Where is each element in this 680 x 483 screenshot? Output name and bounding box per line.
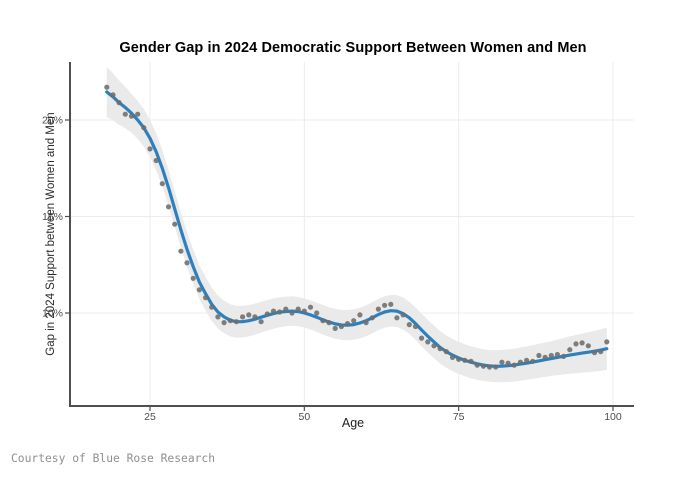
- scatter-point: [320, 318, 326, 324]
- scatter-point: [388, 301, 394, 307]
- scatter-point: [394, 315, 400, 321]
- scatter-point: [110, 92, 116, 98]
- scatter-point: [524, 357, 530, 363]
- y-tick-label: 20%: [42, 115, 63, 127]
- scatter-point: [579, 340, 585, 346]
- scatter-point: [172, 221, 178, 227]
- y-tick-label: 15%: [42, 211, 63, 223]
- scatter-point: [542, 354, 548, 360]
- scatter-point: [419, 335, 425, 341]
- scatter-point: [567, 347, 573, 353]
- scatter-point: [209, 304, 215, 310]
- scatter-point: [289, 310, 295, 316]
- scatter-point: [486, 364, 493, 370]
- scatter-point: [252, 314, 258, 320]
- scatter-point: [116, 100, 122, 106]
- scatter-point: [431, 343, 437, 349]
- scatter-point: [295, 306, 301, 312]
- scatter-point: [178, 248, 184, 254]
- scatter-point: [159, 181, 165, 187]
- confidence-band: [106, 66, 607, 383]
- scatter-point: [165, 204, 172, 210]
- scatter-point: [437, 346, 443, 352]
- scatter-point: [456, 356, 462, 362]
- scatter-point: [511, 362, 517, 368]
- x-tick-label: 100: [604, 411, 622, 423]
- scatter-point: [468, 358, 474, 364]
- y-axis-title: Gap in 2024 Support between Women and Me…: [45, 112, 57, 356]
- scatter-point: [221, 320, 227, 326]
- scatter-point: [307, 304, 314, 310]
- scatter-point: [301, 308, 307, 314]
- scatter-point: [153, 157, 159, 164]
- scatter-point: [425, 339, 431, 345]
- scatter-point: [215, 314, 221, 320]
- scatter-point: [128, 113, 135, 119]
- scatter-point: [449, 354, 456, 360]
- x-axis-title: Age: [341, 416, 365, 430]
- scatter-point: [530, 358, 536, 364]
- scatter-point: [283, 306, 289, 312]
- scatter-point: [536, 352, 542, 359]
- scatter-point: [369, 315, 375, 321]
- scatter-point: [462, 357, 468, 363]
- scatter-point: [147, 146, 153, 152]
- scatter-point: [264, 311, 270, 317]
- scatter-point: [141, 125, 147, 131]
- scatter-point: [375, 306, 381, 312]
- scatter-point: [493, 364, 499, 370]
- scatter-point: [338, 323, 344, 330]
- scatter-point: [277, 309, 283, 315]
- scatter-point: [314, 310, 320, 316]
- trend-line: [105, 90, 609, 368]
- scatter-point: [135, 111, 141, 117]
- x-tick-label: 75: [453, 411, 465, 423]
- scatter-point: [548, 352, 554, 359]
- scatter-point: [573, 341, 579, 347]
- scatter-point: [344, 321, 351, 327]
- scatter-point: [554, 351, 561, 358]
- scatter-point: [561, 353, 567, 359]
- credit-text: Courtesy of Blue Rose Research: [11, 452, 216, 465]
- scatter-point: [585, 343, 591, 349]
- scatter-point: [474, 362, 480, 368]
- scatter-point: [270, 308, 277, 314]
- scatter-point: [363, 320, 369, 326]
- scatter-point: [203, 295, 209, 301]
- scatter-point: [184, 260, 190, 266]
- scatter-point: [104, 84, 110, 90]
- scatter-point: [351, 318, 357, 324]
- scatter-point: [382, 302, 388, 308]
- scatter-point: [246, 312, 252, 318]
- y-tick-label: 10%: [42, 308, 63, 320]
- scatter-point: [517, 359, 524, 365]
- scatter-point: [604, 339, 610, 345]
- chart-title: Gender Gap in 2024 Democratic Support Be…: [119, 40, 587, 56]
- scatter-point: [480, 363, 486, 369]
- scatter-point: [258, 319, 264, 325]
- x-tick-label: 50: [298, 411, 310, 423]
- scatter-point: [591, 350, 598, 356]
- scatter-point: [499, 359, 505, 365]
- scatter-point: [122, 111, 128, 117]
- scatter-point: [406, 322, 412, 328]
- scatter-point: [357, 312, 363, 318]
- x-tick-label: 25: [144, 411, 156, 423]
- scatter-point: [196, 287, 202, 293]
- scatter-point: [233, 319, 239, 325]
- scatter-point: [240, 314, 246, 320]
- scatter-point: [505, 360, 511, 366]
- scatter-point: [598, 349, 604, 355]
- scatter-point: [227, 318, 233, 324]
- scatter-point: [443, 349, 449, 355]
- scatter-point: [400, 312, 406, 318]
- scatter-point: [326, 320, 332, 326]
- scatter-point: [190, 275, 196, 281]
- scatter-point: [412, 323, 419, 330]
- scatter-point: [332, 325, 338, 331]
